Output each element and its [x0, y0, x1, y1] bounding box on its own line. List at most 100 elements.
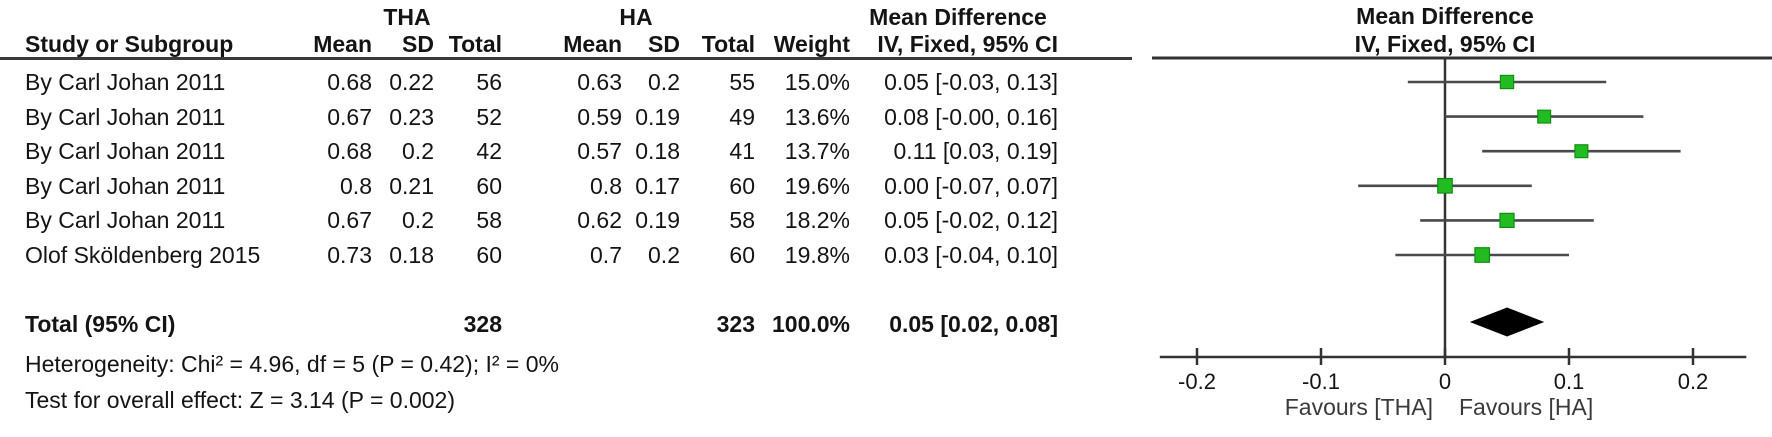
axis-tick-label: -0.2 — [1178, 369, 1216, 394]
ha-sd: 0.17 — [635, 172, 680, 199]
col-header-ha-mean: Mean — [563, 31, 622, 57]
tha-total: 56 — [476, 69, 502, 95]
total-weight: 100.0% — [771, 311, 850, 337]
study-name: By Carl Johan 2011 — [25, 103, 226, 130]
ha-sd: 0.18 — [635, 138, 680, 165]
tha-mean: 0.67 — [327, 103, 372, 130]
row-ci: 0.11 [0.03, 0.19] — [893, 138, 1058, 165]
heterogeneity-text: Heterogeneity: Chi² = 4.96, df = 5 (P = … — [25, 351, 559, 377]
col-header-tha-total: Total — [448, 31, 502, 57]
tha-total: 60 — [476, 172, 502, 199]
table-row: Olof Sköldenberg 2015 0.73 0.18 60 0.7 0… — [25, 238, 1058, 273]
ha-total: 55 — [729, 69, 755, 95]
col-header-weight: Weight — [773, 31, 850, 57]
row-weight: 18.2% — [784, 207, 850, 234]
ha-mean: 0.63 — [577, 69, 622, 95]
tha-sd: 0.2 — [402, 207, 434, 234]
row-ci: 0.08 [-0.00, 0.16] — [884, 103, 1058, 130]
effect-square — [1474, 247, 1491, 263]
ha-mean: 0.59 — [577, 103, 622, 130]
row-weight: 15.0% — [784, 69, 850, 95]
axis-tick-label: 0.1 — [1554, 369, 1585, 394]
table-md-header: Mean Difference — [869, 4, 1047, 30]
table-row: By Carl Johan 2011 0.68 0.2 42 0.57 0.18… — [25, 134, 1058, 169]
group-header-tha: THA — [383, 4, 431, 30]
study-name: By Carl Johan 2011 — [25, 138, 226, 165]
row-ci: 0.05 [-0.03, 0.13] — [884, 69, 1058, 95]
overall-effect-text: Test for overall effect: Z = 3.14 (P = 0… — [25, 387, 455, 413]
ha-sd: 0.2 — [648, 69, 680, 95]
favours-left-label: Favours [THA] — [1285, 394, 1433, 420]
effect-square — [1437, 177, 1453, 194]
total-ci: 0.05 [0.02, 0.08] — [889, 311, 1058, 337]
col-header-tha-sd: SD — [402, 31, 434, 57]
tha-sd: 0.22 — [389, 69, 434, 95]
row-ci: 0.00 [-0.07, 0.07] — [884, 172, 1058, 199]
axis-tick-label: 0 — [1439, 369, 1451, 394]
plot-md-header: Mean Difference — [1356, 3, 1534, 29]
effect-square — [1537, 109, 1552, 124]
ha-mean: 0.57 — [577, 138, 622, 165]
ha-total: 49 — [729, 103, 755, 130]
axis-tick-label: 0.2 — [1678, 369, 1709, 394]
tha-total: 42 — [476, 138, 502, 165]
ha-mean: 0.62 — [577, 207, 622, 234]
ha-sd: 0.19 — [635, 103, 680, 130]
row-ci: 0.05 [-0.02, 0.12] — [884, 207, 1058, 234]
table-header: Study or Subgroup Mean SD Total Mean SD … — [0, 31, 1132, 60]
total-row: Total (95% CI) 328 323 100.0% 0.05 [0.02… — [25, 307, 1058, 341]
axis-tick-label: -0.1 — [1302, 369, 1340, 394]
tha-mean: 0.68 — [327, 138, 372, 165]
tha-sd: 0.18 — [389, 241, 434, 268]
ha-total: 60 — [729, 241, 755, 268]
study-name: Olof Sköldenberg 2015 — [25, 241, 261, 268]
col-header-tha-mean: Mean — [313, 31, 372, 57]
col-header-study: Study or Subgroup — [25, 31, 234, 57]
ha-mean: 0.7 — [590, 241, 622, 268]
study-name: By Carl Johan 2011 — [25, 207, 226, 234]
ha-mean: 0.8 — [590, 172, 622, 199]
table-row: By Carl Johan 2011 0.68 0.22 56 0.63 0.2… — [25, 65, 1058, 100]
total-ha-n: 323 — [716, 311, 755, 337]
forest-plot: -0.2 -0.1 0 0.1 0.2 Favours [THA] Favours [HA] — [1152, 56, 1772, 420]
tha-total: 52 — [476, 103, 502, 130]
ha-total: 58 — [729, 207, 755, 234]
tha-mean: 0.68 — [327, 69, 372, 95]
row-weight: 19.8% — [784, 241, 850, 268]
total-label: Total (95% CI) — [25, 311, 176, 337]
ha-sd: 0.19 — [635, 207, 680, 234]
total-tha-n: 328 — [463, 311, 502, 337]
row-weight: 13.6% — [784, 103, 850, 130]
total-diamond — [1469, 307, 1545, 337]
effect-square — [1574, 144, 1589, 159]
plot-ci-header: IV, Fixed, 95% CI — [1354, 31, 1536, 57]
table-row: By Carl Johan 2011 0.67 0.23 52 0.59 0.1… — [25, 100, 1058, 135]
effect-square — [1499, 212, 1515, 229]
col-header-ci: IV, Fixed, 95% CI — [877, 31, 1058, 57]
effect-square — [1499, 74, 1515, 90]
ha-total: 41 — [729, 138, 755, 165]
tha-mean: 0.73 — [327, 241, 372, 268]
row-weight: 13.7% — [784, 138, 850, 165]
ha-sd: 0.2 — [648, 241, 680, 268]
ha-total: 60 — [729, 172, 755, 199]
study-rows: By Carl Johan 2011 0.68 0.22 56 0.63 0.2… — [25, 65, 1058, 273]
row-ci: 0.03 [-0.04, 0.10] — [884, 241, 1058, 268]
tha-mean: 0.67 — [327, 207, 372, 234]
tha-sd: 0.23 — [389, 103, 434, 130]
study-name: By Carl Johan 2011 — [25, 69, 226, 95]
table-row: By Carl Johan 2011 0.8 0.21 60 0.8 0.17 … — [25, 169, 1058, 204]
tha-sd: 0.21 — [389, 172, 434, 199]
tha-total: 60 — [476, 241, 502, 268]
tha-sd: 0.2 — [402, 138, 434, 165]
col-header-ha-sd: SD — [648, 31, 680, 57]
tha-total: 58 — [476, 207, 502, 234]
col-header-ha-total: Total — [701, 31, 755, 57]
group-header-ha: HA — [619, 4, 653, 30]
table-row: By Carl Johan 2011 0.67 0.2 58 0.62 0.19… — [25, 203, 1058, 238]
favours-right-label: Favours [HA] — [1459, 394, 1593, 420]
tha-mean: 0.8 — [340, 172, 372, 199]
row-weight: 19.6% — [784, 172, 850, 199]
study-name: By Carl Johan 2011 — [25, 172, 226, 199]
